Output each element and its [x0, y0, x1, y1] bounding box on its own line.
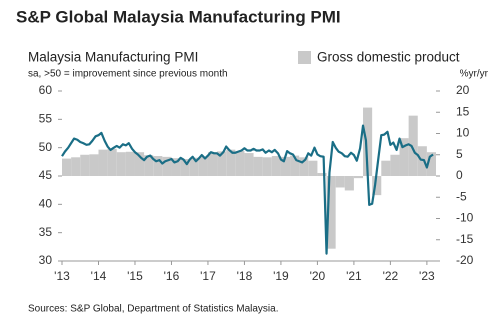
gdp-bar — [353, 176, 364, 179]
gdp-bar — [262, 157, 272, 176]
gdp-bar — [189, 157, 199, 176]
y2-tick-label: -5 — [456, 189, 467, 203]
y-tick-label: 55 — [39, 112, 53, 126]
gdp-bar — [399, 138, 409, 176]
x-tick-label: '23 — [419, 269, 435, 283]
x-tick-label: '13 — [54, 269, 70, 283]
y-tick-label: 30 — [39, 253, 53, 267]
y-tick-label: 60 — [39, 83, 53, 97]
x-tick-label: '17 — [200, 269, 216, 283]
gdp-bar — [390, 154, 400, 176]
gdp-bar — [381, 160, 391, 176]
gdp-bar — [62, 158, 72, 176]
gdp-bar — [198, 156, 208, 176]
gdp-bar — [153, 156, 163, 176]
y-tick-label: 35 — [39, 225, 53, 239]
x-tick-label: '22 — [383, 269, 399, 283]
x-tick-label: '19 — [273, 269, 289, 283]
gdp-bar — [235, 150, 245, 176]
pmi-line — [61, 124, 434, 255]
gdp-bar — [80, 154, 90, 176]
gdp-bar — [426, 152, 436, 176]
gdp-bar — [280, 156, 291, 176]
gdp-bar — [244, 153, 254, 176]
gdp-bar — [89, 154, 99, 176]
y2-axis-label: %yr/yr — [460, 69, 489, 80]
gdp-bar — [417, 146, 427, 176]
legend-swatch — [298, 51, 311, 64]
gdp-bar — [299, 157, 309, 176]
chart-title: Malaysia Manufacturing PMI — [28, 50, 198, 65]
y2-tick-label: -20 — [456, 253, 474, 267]
gdp-bar — [125, 151, 135, 176]
gdp-bar — [107, 148, 117, 176]
gdp-bar — [326, 176, 336, 249]
y2-tick-label: 10 — [456, 126, 470, 140]
gdp-bar — [180, 159, 190, 176]
gdp-bar — [271, 156, 281, 176]
gdp-bar — [226, 149, 236, 176]
y2-tick-label: -10 — [456, 211, 474, 225]
x-tick-label: '20 — [310, 269, 326, 283]
gdp-bar — [116, 152, 126, 176]
gdp-bar — [317, 173, 327, 176]
gdp-bar — [344, 176, 354, 191]
gdp-bar — [290, 155, 300, 176]
gdp-bar — [71, 157, 81, 176]
y2-tick-label: 15 — [456, 104, 470, 118]
x-tick-label: '16 — [164, 269, 180, 283]
y-tick-label: 45 — [39, 168, 53, 182]
y2-tick-label: -15 — [456, 232, 474, 246]
gdp-bar — [207, 152, 218, 176]
gdp-bar — [372, 176, 382, 196]
gdp-bar — [217, 151, 227, 176]
gdp-bar — [171, 158, 181, 176]
x-tick-label: '15 — [127, 269, 143, 283]
x-tick-label: '21 — [346, 269, 362, 283]
y2-tick-label: 20 — [456, 83, 470, 97]
x-tick-label: '18 — [237, 269, 253, 283]
gdp-bar — [98, 149, 108, 176]
gdp-bar — [134, 152, 145, 176]
y2-tick-label: 0 — [456, 168, 463, 182]
gdp-bar — [335, 176, 345, 188]
source: Sources: S&P Global, Department of Stati… — [28, 304, 278, 315]
gdp-bar — [253, 156, 263, 176]
gdp-bar — [162, 156, 172, 176]
gdp-bar — [363, 107, 373, 176]
plot: 30 35 40 45 50 55 60 -20 -15 -10 -5 0 5 10 15 20 '13 '14 '… — [39, 50, 474, 284]
legend-label: Gross domestic product — [317, 50, 460, 65]
y2-tick-label: 5 — [456, 147, 463, 161]
gdp-bar — [144, 155, 154, 176]
gdp-bar — [408, 115, 418, 176]
y-tick-label: 40 — [39, 197, 53, 211]
gdp-bar — [308, 160, 318, 176]
chart-subtitle: sa, >50 = improvement since previous mon… — [28, 69, 228, 80]
x-tick-label: '14 — [91, 269, 107, 283]
y-tick-label: 50 — [39, 140, 53, 154]
page-title: S&P Global Malaysia Manufacturing PMI — [16, 7, 341, 26]
